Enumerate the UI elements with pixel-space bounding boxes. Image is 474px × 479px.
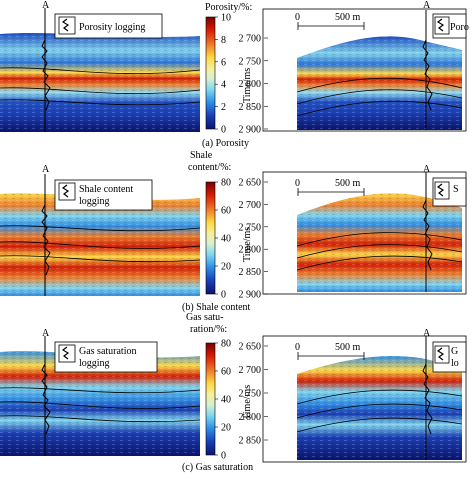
- scale-bar-zero-a: 0: [295, 12, 300, 23]
- colorbar-c-tick-label: 40: [221, 395, 231, 406]
- colorbar-a-tick-label: 6: [221, 57, 226, 68]
- legend-box-right-c: G lo: [432, 341, 467, 373]
- well-label-left-b: A: [42, 164, 50, 175]
- well-label-left-c: A: [42, 328, 50, 339]
- legend-text-right-c-line1: G: [451, 346, 458, 357]
- colorbar-a-tick-label: 2: [221, 102, 226, 113]
- log-curve-icon: [436, 18, 445, 32]
- colorbar-b-tick-label: 0: [221, 290, 226, 301]
- legend-box-left-c: Gas saturation logging: [54, 341, 158, 373]
- scale-bar-b: 0 500 m: [295, 178, 365, 196]
- legend-text-left-c-line1: Gas saturation: [79, 346, 137, 357]
- right-section-a: A 0 500 m Poro Time/ms 2 700 2 750 2 800 2 …: [239, 0, 469, 136]
- legend-box-left-b: Shale content logging: [54, 179, 153, 211]
- colorbar-title-b-line2: content/%:: [188, 162, 231, 173]
- well-label-right-a: A: [423, 0, 431, 11]
- scale-bar-c: 0 500 m: [295, 342, 365, 360]
- time-axis-a-tick-label: 2 900: [239, 125, 262, 136]
- panel-c: A Gas saturation logging Gas satu- ratio…: [0, 312, 467, 473]
- colorbar-a-tick-label: 8: [221, 35, 226, 46]
- colorbar-c-tick-label: 80: [221, 339, 231, 350]
- time-axis-b-tick-label: 2 900: [239, 290, 262, 301]
- scale-bar-length-b: 500 m: [335, 178, 361, 189]
- right-section-c: A 0 500 m G lo Time/ms 2 650 2 700 2 750 2 …: [239, 328, 467, 463]
- legend-box-left-a: Porosity logging: [54, 13, 163, 39]
- time-axis-c-tick-label: 2 650: [239, 342, 262, 353]
- time-axis-c-tick-label: 2 850: [239, 436, 262, 447]
- caption-a: (a) Porosity: [202, 138, 249, 149]
- colorbar-b-tick-label: 40: [221, 234, 231, 245]
- colorbar-b-tick-label: 80: [221, 178, 231, 189]
- time-axis-c-tick-label: 2 750: [239, 389, 262, 400]
- colorbar-title-a-line1: Porosity/%:: [205, 2, 252, 13]
- time-axis-c-tick-label: 2 800: [239, 412, 262, 423]
- log-curve-icon: [61, 346, 70, 360]
- log-curve-icon: [61, 184, 70, 198]
- legend-box-right-b: S: [432, 177, 467, 207]
- legend-box-right-a: Poro: [432, 13, 469, 39]
- y-axis-title-b: Time/ms: [242, 227, 253, 262]
- y-axis-title-a: Time/ms: [242, 68, 253, 103]
- legend-text-left-b-line1: Shale content: [79, 184, 133, 195]
- scale-bar-zero-c: 0: [295, 342, 300, 353]
- time-axis-a-tick-label: 2 700: [239, 34, 262, 45]
- colorbar-c-tick-label: 0: [221, 451, 226, 462]
- colorbar-c-tick-label: 60: [221, 367, 231, 378]
- time-axis-a-tick-label: 2 750: [239, 56, 262, 67]
- scale-bar-a: 0 500 m: [295, 12, 365, 30]
- time-axis-b-tick-label: 2 650: [239, 178, 262, 189]
- time-axis-b-tick-label: 2 700: [239, 200, 262, 211]
- colorbar-title-c-line2: ration/%:: [190, 324, 227, 335]
- time-axis-a-tick-label: 2 800: [239, 79, 262, 90]
- time-axis-b-tick-label: 2 850: [239, 267, 262, 278]
- right-section-b: A 0 500 m S Time/ms 2 650 2 700 2 750 2 800…: [239, 164, 467, 301]
- legend-text-right-c-line2: lo: [451, 358, 459, 369]
- colorbar-a: Porosity/%: 10 8 6 4 2 0: [205, 2, 252, 136]
- left-section-c: A Gas saturation logging: [0, 328, 201, 456]
- colorbar-b-tick-label: 20: [221, 262, 231, 273]
- legend-text-left-a-line1: Porosity logging: [79, 22, 145, 33]
- colorbar-title-c-line1: Gas satu-: [186, 312, 224, 323]
- time-axis-c-tick-label: 2 700: [239, 365, 262, 376]
- time-axis-b-tick-label: 2 750: [239, 222, 262, 233]
- scale-bar-length-a: 500 m: [335, 12, 361, 23]
- legend-text-right-b: S: [453, 184, 459, 195]
- colorbar-title-b-line1: Shale: [190, 150, 213, 161]
- well-label-left-a: A: [42, 0, 50, 11]
- left-section-b: A Shale content logging: [0, 164, 201, 296]
- colorbar-c-tick-label: 20: [221, 423, 231, 434]
- log-curve-icon: [436, 183, 445, 197]
- y-axis-title-c: Time/ms: [242, 385, 253, 420]
- time-axis-a-tick-label: 2 850: [239, 102, 262, 113]
- legend-text-left-c-line2: logging: [79, 358, 110, 369]
- log-curve-icon: [61, 18, 70, 32]
- colorbar-b: Shale content/%: 80 60 40 20 0: [188, 150, 231, 301]
- well-label-right-c: A: [423, 328, 431, 339]
- panel-b: A Shale content logging Shale content/%:…: [0, 150, 467, 313]
- time-axis-b-tick-label: 2 800: [239, 245, 262, 256]
- colorbar-a-tick-label: 0: [221, 125, 226, 136]
- colorbar-a-tick-label: 10: [221, 13, 231, 24]
- colorbar-b-tick-label: 60: [221, 206, 231, 217]
- colorbar-a-tick-label: 4: [221, 80, 226, 91]
- scale-bar-length-c: 500 m: [335, 342, 361, 353]
- panel-a: A Porosity logging Porosity/%: 10 8 6 4 2 0: [0, 0, 469, 149]
- colorbar-c: Gas satu- ration/%: 80 60 40 20 0: [186, 312, 231, 462]
- log-curve-icon: [436, 347, 445, 361]
- scale-bar-zero-b: 0: [295, 178, 300, 189]
- caption-b: (b) Shale content: [182, 302, 251, 313]
- left-section-a: A Porosity logging: [0, 0, 201, 132]
- caption-c: (c) Gas saturation: [182, 462, 253, 473]
- legend-text-left-b-line2: logging: [79, 196, 110, 207]
- legend-text-right-a: Poro: [450, 22, 469, 33]
- well-label-right-b: A: [423, 164, 431, 175]
